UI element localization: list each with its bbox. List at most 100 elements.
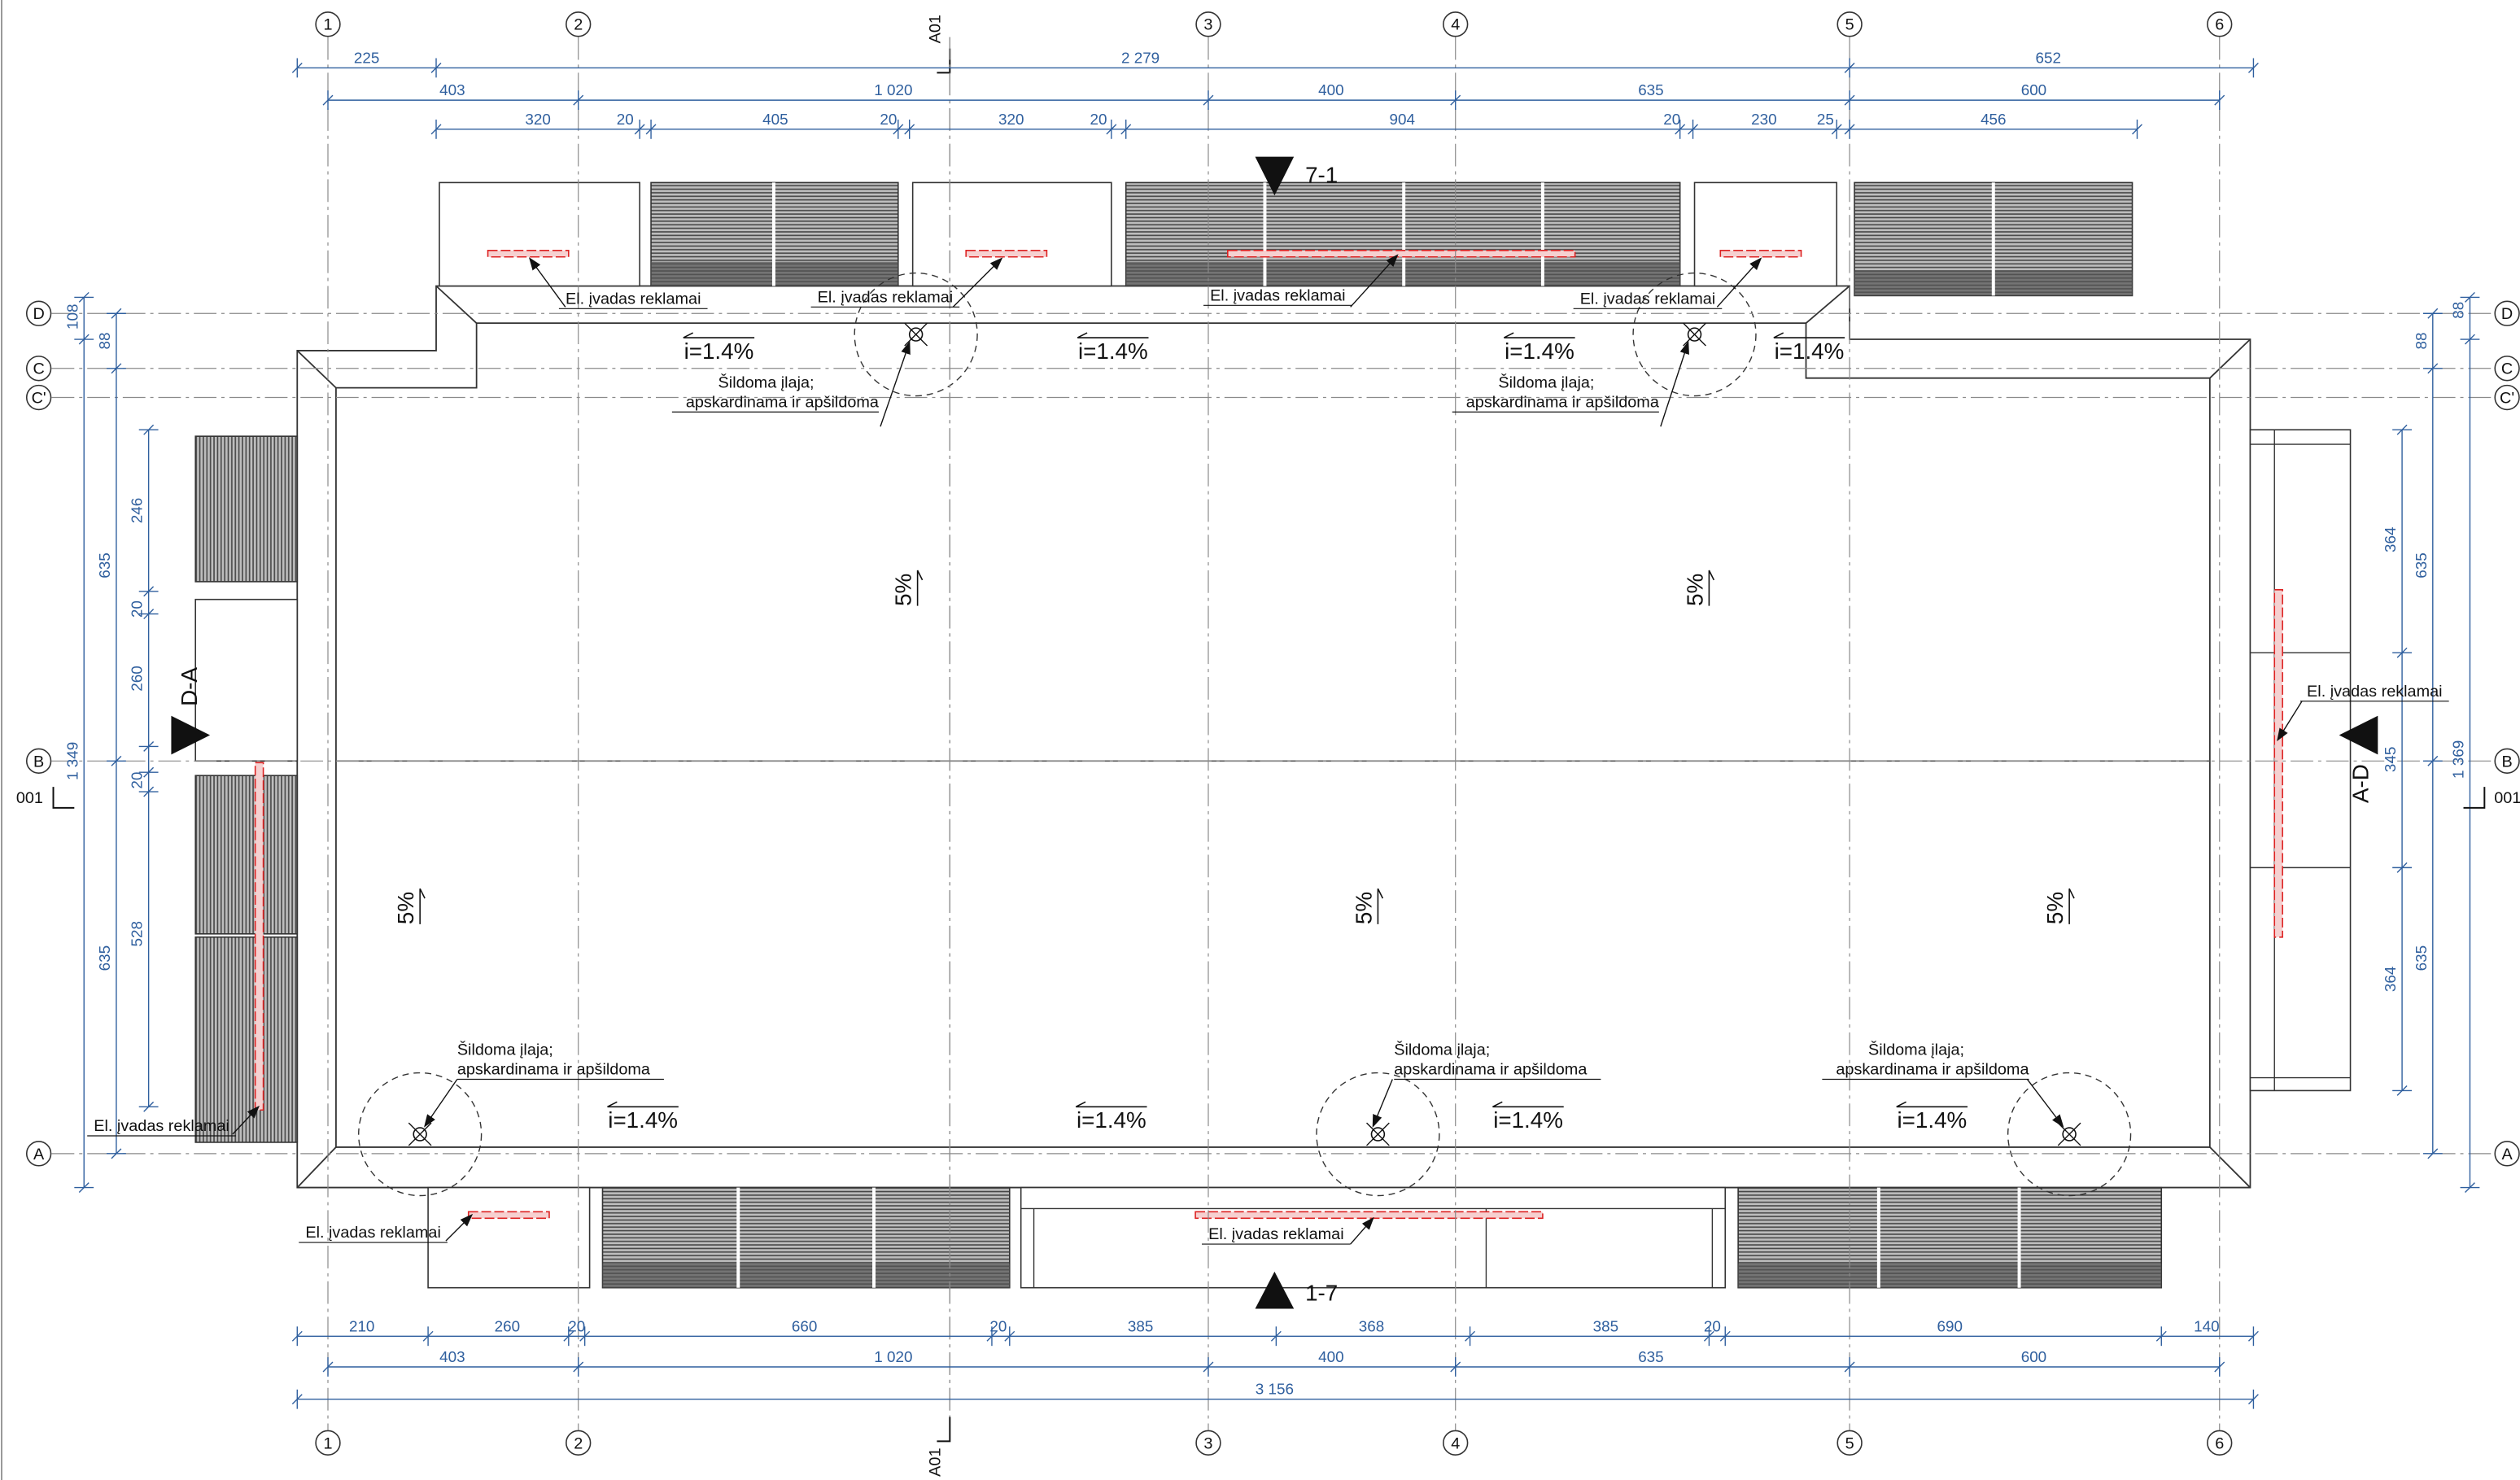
axis-label: A [2501, 1146, 2513, 1163]
leader [952, 257, 1003, 308]
axis-bubble [2494, 300, 2520, 326]
axis-bubble [566, 1430, 592, 1456]
solar-panel [194, 775, 299, 935]
cable-strip [2273, 589, 2283, 938]
dimension-label: 364 [2382, 527, 2399, 552]
axis-label: 6 [2215, 1434, 2224, 1452]
sign-box [1693, 181, 1838, 287]
dimension-label: 3 156 [1256, 1381, 1294, 1398]
cable-strip [1194, 1211, 1544, 1220]
leader [2026, 1079, 2064, 1128]
dimension-label: 20 [1090, 111, 1107, 128]
dimension-label: 403 [439, 1348, 465, 1365]
slope-arrow [916, 570, 924, 606]
dimension-label: 20 [880, 111, 897, 128]
leader [528, 257, 566, 308]
gutter-slope: i=1.4% [1493, 1107, 1563, 1133]
dimension-label: 320 [998, 111, 1024, 128]
dimension-label: 230 [1751, 111, 1776, 128]
dimension-label: 405 [762, 111, 788, 128]
dimension-label: 456 [1981, 111, 2006, 128]
drain-note: Šildoma įlaja; [1868, 1041, 1964, 1059]
section-label: A-D [2347, 764, 2373, 803]
cable-entry-label: El. įvadas reklamai [1210, 286, 1346, 304]
dimension-label: 25 [1817, 111, 1834, 128]
dimension-label: 635 [1638, 1348, 1663, 1365]
leader [1716, 257, 1762, 308]
dimension-label: 904 [1389, 111, 1414, 128]
section-label: 7-1 [1305, 162, 1338, 187]
cable-strip [1227, 250, 1576, 258]
drain-zone [358, 1072, 483, 1197]
cable-entry-label: El. įvadas reklamai [94, 1117, 229, 1135]
dimension-label: 403 [439, 81, 465, 98]
axis-bubble [1443, 11, 1469, 37]
axis-label: A [33, 1146, 45, 1163]
slope-arrow [1492, 1101, 1564, 1108]
roof-inner [335, 322, 2211, 1148]
axis-label: 6 [2215, 16, 2224, 34]
cable-entry-label: El. įvadas reklamai [1208, 1225, 1344, 1243]
drain-note: Šildoma įlaja; [1394, 1041, 1490, 1059]
leader [232, 1105, 260, 1135]
cable-entry-label: El. įvadas reklamai [2307, 683, 2443, 701]
dimension-label: 600 [2021, 81, 2046, 98]
drain-note: Šildoma įlaja; [457, 1041, 553, 1059]
dimension-label: 20 [129, 772, 146, 789]
drain-note: apskardinama ir apšildoma [1466, 393, 1660, 411]
dimension-label: 1 020 [874, 1348, 912, 1365]
dimension-label: 260 [495, 1317, 520, 1334]
axis-label: 4 [1451, 1434, 1460, 1452]
dimension-label: 20 [129, 600, 146, 618]
axis-bubble [2494, 1141, 2520, 1167]
section-label: D-A [177, 667, 202, 706]
dimension-label: 20 [1663, 111, 1680, 128]
drain-zone [1316, 1072, 1440, 1197]
axis-label: C [2501, 360, 2513, 378]
gutter-slope: i=1.4% [1078, 338, 1148, 364]
gutter-slope: i=1.4% [1898, 1107, 1968, 1133]
axis-label: 5 [1845, 1434, 1854, 1452]
axis-label: 1 [323, 16, 332, 34]
sign-box [439, 181, 640, 287]
slope-arrow [1075, 1101, 1147, 1108]
cable-strip [467, 1211, 550, 1220]
drain-note: Šildoma įlaja; [1498, 373, 1594, 392]
axis-label: 1 [323, 1434, 332, 1452]
cable-entry-label: El. įvadas reklamai [818, 288, 954, 306]
dimension-label: 320 [525, 111, 550, 128]
dimension-label: 1 369 [2450, 740, 2467, 779]
roof-slope: 5% [2042, 892, 2068, 924]
cable-strip [254, 762, 264, 1111]
dimension-label: 2 279 [1121, 49, 1160, 66]
leader [423, 1079, 458, 1128]
leader [445, 1213, 474, 1242]
sign-box [194, 598, 299, 762]
leader [1372, 1079, 1393, 1128]
dimension-label: 364 [2382, 967, 2399, 992]
axis-bubble [1195, 1430, 1221, 1456]
axis-label: B [33, 753, 44, 771]
slope-arrow [1708, 570, 1715, 606]
axis-label: 4 [1451, 16, 1460, 34]
axis-bubble [25, 1141, 52, 1167]
section-marker [171, 715, 211, 755]
gutter-slope: i=1.4% [1775, 338, 1845, 364]
section-marker [1255, 1271, 1295, 1309]
axis-bubble [25, 748, 52, 775]
cable-strip [487, 250, 570, 258]
cable-entry-label: El. įvadas reklamai [566, 290, 701, 308]
sign-box [2249, 429, 2352, 1092]
dimension-label: 20 [568, 1317, 585, 1334]
dimension-label: 600 [2021, 1348, 2046, 1365]
dimension-label: 108 [63, 303, 81, 329]
cable-strip [965, 250, 1048, 258]
dimension-label: 225 [354, 49, 379, 66]
drain-note: Šildoma įlaja; [718, 373, 815, 392]
dimension-label: 1 020 [874, 81, 912, 98]
section-marker [2339, 715, 2378, 755]
dimension-label: 1 349 [63, 742, 81, 780]
dimension-label: 635 [96, 945, 113, 971]
dimension-label: 210 [349, 1317, 374, 1334]
